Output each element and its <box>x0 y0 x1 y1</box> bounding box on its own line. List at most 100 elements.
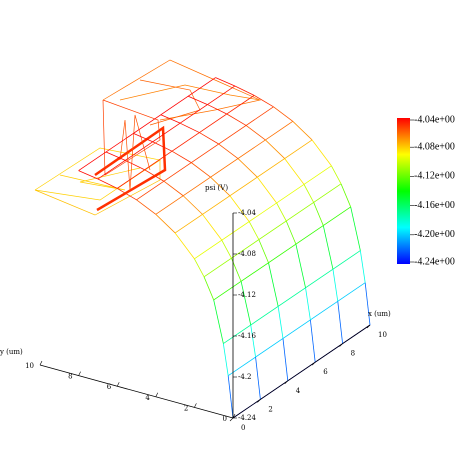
mesh-line <box>78 170 99 180</box>
mesh-line <box>116 95 255 189</box>
mesh-line <box>364 282 371 326</box>
mesh-line <box>265 139 285 159</box>
z-axis-label: psi (V) <box>205 184 228 192</box>
mesh-line <box>105 151 126 161</box>
mesh-line <box>179 122 200 133</box>
mesh-line <box>284 158 305 185</box>
flap-structure <box>34 59 262 216</box>
mesh-line <box>97 178 118 189</box>
colorbar-tick-label: -4.20e+00 <box>414 229 455 240</box>
z-tick-label: -4.16 <box>238 332 256 340</box>
mesh-line <box>337 301 343 344</box>
mesh-line <box>191 162 211 178</box>
colorbar-tick-label: -4.24e+00 <box>414 256 455 267</box>
mesh-line <box>245 125 266 141</box>
y-axis <box>39 364 234 419</box>
mesh-line <box>303 184 315 203</box>
mesh-line <box>116 188 137 201</box>
mesh-line <box>202 214 223 241</box>
mesh-line <box>223 250 361 344</box>
mesh-line <box>203 276 215 301</box>
mesh-line <box>309 319 316 363</box>
z-tick-label: -4.12 <box>238 291 256 299</box>
mesh-line <box>305 287 311 320</box>
mesh-line <box>237 158 258 178</box>
mesh-line <box>163 180 184 197</box>
mesh-line <box>248 221 260 240</box>
mesh-line <box>240 281 252 326</box>
x-tick-label: 2 <box>268 405 272 413</box>
mesh-line <box>174 232 195 260</box>
y-tick-label: 10 <box>25 362 34 370</box>
mesh-line <box>144 169 165 182</box>
y-axis-label: y (um) <box>0 348 23 356</box>
colorbar <box>397 118 410 264</box>
mesh-line <box>273 106 294 122</box>
y-tick <box>232 413 236 419</box>
mesh-line <box>253 95 274 108</box>
mesh-line <box>218 143 239 159</box>
colorbar-tick-label: -4.04e+00 <box>414 114 455 125</box>
mesh-line <box>255 357 261 400</box>
mesh-line <box>221 239 232 259</box>
colorbar-tick-label: -4.08e+00 <box>414 141 455 152</box>
mesh-line <box>227 375 234 419</box>
mesh-line <box>226 113 247 126</box>
z-tick-label: -4.08 <box>238 250 256 258</box>
mesh-line <box>332 269 339 302</box>
x-tick <box>229 417 234 422</box>
mesh-line <box>322 225 334 270</box>
y-tick-label: 4 <box>145 394 150 402</box>
mesh-line <box>215 77 236 87</box>
mesh-line <box>295 244 306 288</box>
z-tick-label: -4.2 <box>238 373 252 381</box>
mesh-line <box>203 183 342 278</box>
mesh-line <box>222 343 229 376</box>
colorbar-tick-label: -4.12e+00 <box>414 171 455 182</box>
y-tick <box>116 382 120 387</box>
z-tick-label: -4.24 <box>238 414 256 422</box>
mesh-line <box>331 165 342 184</box>
mesh-line <box>313 202 324 226</box>
mesh-line <box>194 258 205 277</box>
mesh-line <box>136 199 157 215</box>
mesh-line <box>292 121 313 141</box>
x-tick-label: 4 <box>296 387 301 395</box>
mesh-line <box>182 195 203 215</box>
mesh-line <box>213 206 351 301</box>
y-tick <box>78 371 81 376</box>
mesh-line <box>282 338 289 381</box>
mesh-line <box>277 306 284 339</box>
x-tick-label: 0 <box>241 424 245 432</box>
y-tick <box>194 403 197 408</box>
y-tick <box>39 360 43 366</box>
mesh-line <box>136 106 274 201</box>
mesh-line <box>227 282 366 377</box>
x-tick <box>284 380 289 385</box>
mesh-line <box>78 77 216 171</box>
mesh-line <box>194 165 332 260</box>
mesh-line <box>133 133 153 143</box>
mesh-line <box>125 160 145 171</box>
y-tick <box>155 392 159 397</box>
mesh-line <box>359 250 366 283</box>
x-tick-label: 8 <box>351 350 355 358</box>
mesh-line <box>199 132 219 145</box>
x-tick <box>339 343 343 347</box>
mesh-line <box>213 299 224 344</box>
x-tick-label: 6 <box>323 368 328 376</box>
mesh-line <box>340 183 352 208</box>
mesh-line <box>311 139 332 167</box>
mesh-line <box>268 262 279 307</box>
mesh-line <box>160 114 181 124</box>
surface <box>78 77 371 419</box>
y-tick-label: 0 <box>223 415 227 423</box>
y-tick-label: 2 <box>184 404 188 412</box>
x-tick <box>311 361 316 366</box>
mesh-line <box>350 206 361 251</box>
mesh-line <box>152 141 173 152</box>
y-tick-label: 6 <box>107 383 112 391</box>
mesh-line <box>171 150 192 163</box>
